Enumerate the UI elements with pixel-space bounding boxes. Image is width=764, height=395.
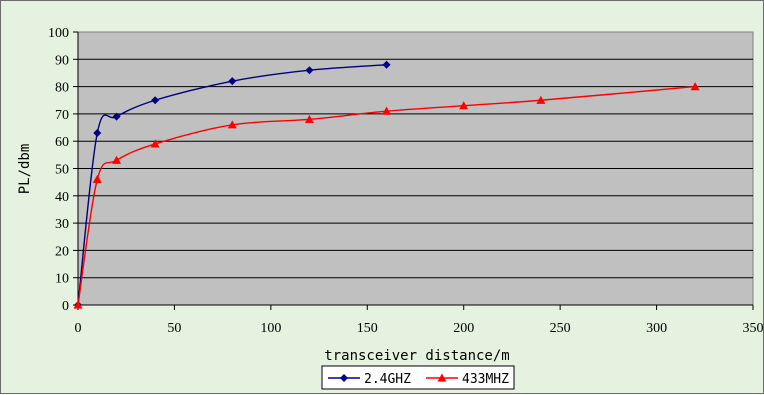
data-point-2-4ghz-4 [228,77,237,86]
series-line-433mhz [77,85,696,306]
legend-box [321,365,515,390]
x-tick-label-50: 50 [167,321,181,336]
y-tick-label-90: 90 [55,53,69,68]
x-tick-label-200: 200 [453,321,474,336]
y-tick-label-10: 10 [55,272,69,287]
x-tick-label-300: 300 [646,321,667,336]
y-tick-label-80: 80 [55,81,69,96]
legend-label-433mhz: 433MHZ [462,372,509,387]
x-tick-label-250: 250 [550,321,571,336]
y-tick-label-20: 20 [55,244,69,259]
y-tick-label-70: 70 [55,108,69,123]
x-tick-label-350: 350 [743,321,764,336]
y-tick-label-30: 30 [55,217,69,232]
data-point-433mhz-2 [112,155,122,164]
x-tick-label-0: 0 [75,321,82,336]
x-axis-label: transceiver distance/m [324,348,509,364]
data-point-2-4ghz-6 [382,60,391,69]
y-tick-label-0: 0 [62,299,69,314]
y-tick-label-50: 50 [55,163,69,178]
data-point-2-4ghz-5 [305,66,314,75]
data-point-2-4ghz-3 [151,96,160,105]
data-point-433mhz-0 [73,300,83,309]
y-axis: 0 10 20 30 40 50 60 70 80 90 100 [48,26,79,314]
data-point-433mhz-7 [459,101,469,110]
x-tick-label-100: 100 [260,321,281,336]
x-axis: 0 50 100 150 200 250 300 350 [75,304,764,336]
y-tick-label-100: 100 [48,26,69,41]
legend-label-2-4ghz: 2.4GHZ [364,372,411,387]
data-point-433mhz-8 [536,95,546,104]
y-tick-label-60: 60 [55,135,69,150]
data-point-433mhz-6 [382,106,392,115]
data-point-433mhz-9 [690,82,700,91]
series-group [73,60,700,309]
legend-marker-2-4ghz [340,374,348,382]
data-point-433mhz-1 [92,174,102,184]
x-tick-label-150: 150 [357,321,378,336]
data-point-2-4ghz-1 [93,129,102,138]
data-point-433mhz-5 [304,114,314,123]
data-point-433mhz-3 [150,139,160,148]
data-point-2-4ghz-2 [112,112,121,121]
y-tick-label-40: 40 [55,190,69,205]
legend: 2.4GHZ 433MHZ [321,365,515,390]
legend-marker-433mhz [437,373,447,382]
gridlines [78,58,753,279]
y-axis-label: PL/dbm [17,144,33,195]
data-point-433mhz-4 [227,120,237,129]
